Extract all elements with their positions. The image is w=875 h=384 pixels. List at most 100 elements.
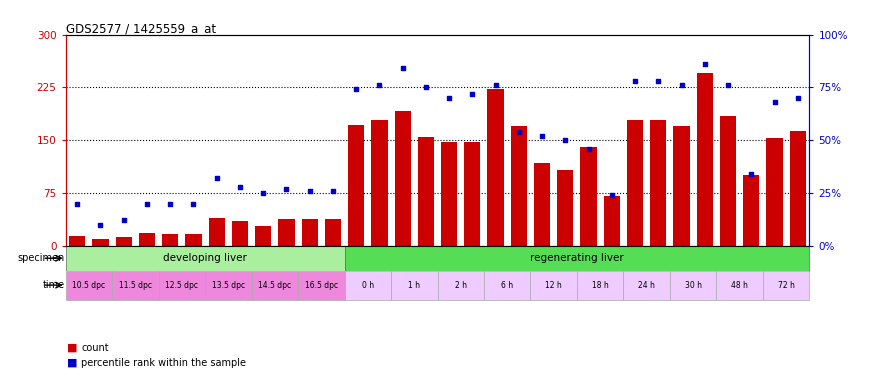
Text: 13.5 dpc: 13.5 dpc	[212, 281, 245, 290]
Point	[582, 146, 596, 152]
Point	[605, 192, 619, 198]
Point	[419, 84, 433, 91]
Bar	[345, 271, 391, 300]
Bar	[298, 271, 345, 300]
Bar	[255, 226, 271, 246]
Point	[628, 78, 642, 84]
Bar	[302, 219, 318, 246]
Bar	[580, 147, 597, 246]
Bar	[252, 271, 298, 300]
Bar	[511, 126, 527, 246]
Bar	[743, 175, 760, 246]
Point	[256, 190, 270, 196]
Bar	[66, 246, 345, 271]
Bar	[391, 271, 438, 300]
Text: regenerating liver: regenerating liver	[530, 253, 624, 263]
Bar	[604, 197, 620, 246]
Point	[745, 171, 759, 177]
Bar	[348, 125, 364, 246]
Text: 12 h: 12 h	[545, 281, 562, 290]
Text: percentile rank within the sample: percentile rank within the sample	[81, 358, 247, 368]
Text: 30 h: 30 h	[684, 281, 702, 290]
Point	[442, 95, 456, 101]
Point	[536, 133, 550, 139]
Text: ■: ■	[67, 358, 78, 368]
Text: specimen: specimen	[18, 253, 65, 263]
Bar	[325, 219, 341, 246]
Bar	[696, 73, 713, 246]
Text: 1 h: 1 h	[409, 281, 420, 290]
Bar	[278, 219, 295, 246]
Bar	[441, 142, 458, 246]
Text: 48 h: 48 h	[732, 281, 748, 290]
Bar	[69, 236, 86, 246]
Bar	[626, 121, 643, 246]
Bar	[417, 137, 434, 246]
Bar	[487, 89, 504, 246]
Bar	[66, 271, 112, 300]
Bar	[371, 121, 388, 246]
Point	[70, 200, 84, 207]
Text: 6 h: 6 h	[501, 281, 514, 290]
Text: developing liver: developing liver	[163, 253, 247, 263]
Point	[512, 129, 526, 135]
Bar	[670, 271, 717, 300]
Point	[488, 82, 502, 88]
Point	[326, 188, 340, 194]
Point	[164, 200, 178, 207]
Point	[767, 99, 781, 105]
Point	[651, 78, 665, 84]
Text: 11.5 dpc: 11.5 dpc	[119, 281, 152, 290]
Point	[210, 175, 224, 181]
Text: 18 h: 18 h	[592, 281, 609, 290]
Bar	[158, 271, 205, 300]
Bar	[112, 271, 158, 300]
Text: GDS2577 / 1425559_a_at: GDS2577 / 1425559_a_at	[66, 22, 216, 35]
Point	[140, 200, 154, 207]
Bar	[232, 221, 248, 246]
Bar	[186, 235, 201, 246]
Point	[279, 186, 293, 192]
Bar	[763, 271, 809, 300]
Bar	[116, 237, 132, 246]
Bar	[789, 131, 806, 246]
Text: ■: ■	[67, 343, 78, 353]
Point	[396, 65, 410, 71]
Bar	[345, 246, 809, 271]
Bar	[534, 163, 550, 246]
Text: 16.5 dpc: 16.5 dpc	[304, 281, 338, 290]
Point	[697, 61, 711, 67]
Point	[721, 82, 735, 88]
Point	[116, 217, 130, 223]
Text: 12.5 dpc: 12.5 dpc	[165, 281, 199, 290]
Bar	[623, 271, 670, 300]
Text: count: count	[81, 343, 109, 353]
Point	[466, 91, 480, 97]
Text: time: time	[42, 280, 65, 290]
Text: 24 h: 24 h	[638, 281, 655, 290]
Bar	[717, 271, 763, 300]
Bar	[139, 233, 155, 246]
Text: 0 h: 0 h	[361, 281, 374, 290]
Bar	[438, 271, 484, 300]
Point	[94, 222, 108, 228]
Point	[349, 86, 363, 93]
Bar	[766, 138, 782, 246]
Point	[233, 184, 247, 190]
Bar	[208, 218, 225, 246]
Bar	[577, 271, 623, 300]
Bar	[484, 271, 530, 300]
Bar	[465, 142, 480, 246]
Point	[303, 188, 317, 194]
Bar	[720, 116, 736, 246]
Point	[791, 95, 805, 101]
Point	[675, 82, 689, 88]
Bar	[650, 121, 667, 246]
Text: 2 h: 2 h	[455, 281, 466, 290]
Bar	[395, 111, 410, 246]
Text: 14.5 dpc: 14.5 dpc	[258, 281, 291, 290]
Bar	[205, 271, 252, 300]
Bar	[93, 239, 108, 246]
Point	[186, 200, 200, 207]
Text: 10.5 dpc: 10.5 dpc	[73, 281, 105, 290]
